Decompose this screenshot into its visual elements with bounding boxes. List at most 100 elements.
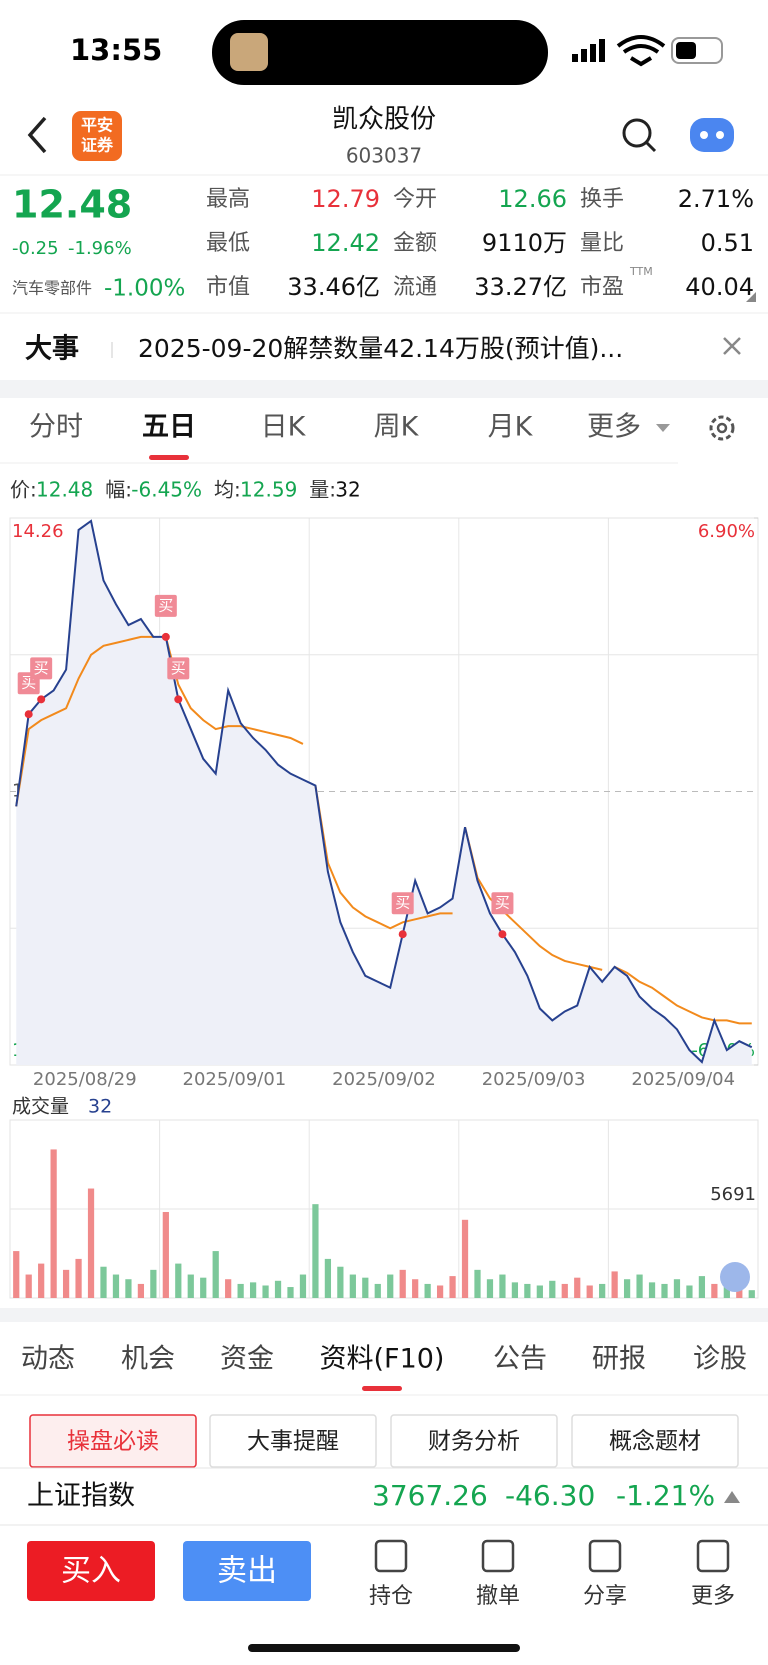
- broker-logo: [72, 111, 122, 161]
- price-area: [16, 520, 752, 1065]
- chart-tab[interactable]: 周K: [374, 412, 420, 443]
- stock-code: 603037: [346, 144, 422, 168]
- index-name: 上证指数: [27, 1481, 135, 1512]
- sub-tab[interactable]: [209, 1414, 377, 1468]
- section-gap: [0, 380, 768, 398]
- album-art: [230, 33, 268, 71]
- volume-bar: [25, 1274, 32, 1298]
- action-label: 更多: [691, 1584, 735, 1609]
- volume-bar: [100, 1266, 107, 1298]
- buy-point: [24, 710, 33, 719]
- last-price: 12.48: [12, 183, 132, 227]
- info-tab[interactable]: 资料(F10): [320, 1344, 445, 1375]
- action-icon[interactable]: [481, 1539, 515, 1573]
- news-label: 大事: [25, 334, 79, 365]
- volume-bar: [711, 1283, 718, 1298]
- buy-label: 买入: [61, 1554, 121, 1589]
- volume-bar: [599, 1283, 606, 1298]
- volume-bar: [374, 1283, 381, 1298]
- field-value: 12.42: [311, 229, 380, 257]
- volume-bar: [200, 1277, 207, 1298]
- info-tabs: 动态 机会 资金 资料(F10) 公告 研报 诊股: [21, 1344, 747, 1391]
- buy-badge: [30, 657, 53, 680]
- signal-icon: [572, 39, 605, 62]
- volume-bar: [212, 1251, 219, 1298]
- volume-bar: [549, 1280, 556, 1298]
- chart-tab[interactable]: 更多: [587, 412, 641, 443]
- volume-bar: [399, 1269, 406, 1298]
- search-button[interactable]: [622, 118, 652, 148]
- buy-button[interactable]: [27, 1541, 155, 1601]
- volume-bar: [237, 1283, 244, 1298]
- chart-tab[interactable]: 分时: [29, 412, 83, 443]
- info-label: 量:: [309, 478, 336, 502]
- back-button[interactable]: [27, 116, 47, 154]
- info-tab[interactable]: 研报: [592, 1344, 646, 1375]
- volume-bar: [50, 1149, 57, 1298]
- chart-tabs: 分时 五日 日K 周K 月K 更多: [29, 412, 641, 460]
- sub-tab-label: 概念题材: [609, 1429, 701, 1455]
- volume-now: 32: [88, 1096, 112, 1118]
- volume-bar: [661, 1283, 668, 1298]
- volume-bar: [299, 1274, 307, 1298]
- action-icon[interactable]: [588, 1539, 622, 1573]
- buy-badge: [167, 657, 190, 680]
- info-tab[interactable]: 动态: [21, 1344, 75, 1375]
- sub-tab[interactable]: [571, 1414, 739, 1468]
- fullscreen-button[interactable]: [720, 1262, 750, 1292]
- volume-bar: [673, 1279, 681, 1298]
- dynamic-island: [212, 20, 548, 85]
- buy-badge: [391, 892, 414, 915]
- field-value: 2.71%: [678, 185, 754, 213]
- sub-tab[interactable]: [29, 1414, 197, 1468]
- volume-bar: [75, 1258, 82, 1298]
- info-tab[interactable]: 机会: [121, 1344, 175, 1375]
- close-news[interactable]: [723, 337, 741, 355]
- volume-bar: [150, 1269, 157, 1298]
- volume-bar: [686, 1285, 693, 1298]
- action-label: 持仓: [369, 1584, 413, 1609]
- avg-line: [614, 965, 752, 1025]
- info-tab[interactable]: 诊股: [693, 1344, 747, 1375]
- index-expand[interactable]: [724, 1491, 740, 1503]
- action-icon[interactable]: [374, 1539, 408, 1573]
- volume-bar: [137, 1283, 145, 1298]
- chart-tab[interactable]: 五日: [142, 412, 196, 443]
- index-change: -46.30: [505, 1479, 595, 1512]
- assistant-button[interactable]: [690, 118, 734, 152]
- stock-name: 凯众股份: [332, 105, 436, 135]
- y-tick-label: 14.26: [12, 521, 64, 542]
- search-handle: [645, 141, 657, 153]
- info-value: 12.48: [36, 478, 93, 502]
- volume-bar: [38, 1263, 45, 1298]
- sector-change: -1.00%: [104, 276, 185, 302]
- x-tick-label: 2025/09/03: [482, 1069, 586, 1090]
- info-tab[interactable]: 公告: [493, 1344, 547, 1375]
- chart: 14.2613.3412.426.90%-6.90%2025/08/292025…: [9, 517, 759, 1299]
- news-text[interactable]: 2025-09-20解禁数量42.14万股(预计值)...: [138, 334, 623, 363]
- info-value: -6.45%: [131, 478, 202, 502]
- action-icon[interactable]: [696, 1539, 730, 1573]
- info-tab[interactable]: 资金: [220, 1344, 274, 1375]
- chart-tab[interactable]: 月K: [488, 412, 534, 443]
- info-value: 12.59: [240, 478, 297, 502]
- field-label: 金额: [393, 231, 437, 256]
- settings-button[interactable]: [709, 415, 735, 441]
- volume-bar: [461, 1219, 469, 1298]
- logo-text: 证券: [81, 136, 114, 155]
- buy-point: [174, 695, 183, 704]
- sub-tabs: 操盘必读 大事提醒 财务分析 概念题材: [29, 1414, 739, 1468]
- volume-bar: [636, 1274, 643, 1298]
- volume-bar: [723, 1287, 730, 1298]
- volume-bar: [287, 1287, 294, 1298]
- chart-tab[interactable]: 日K: [261, 412, 307, 443]
- x-tick-label: 2025/09/01: [183, 1069, 287, 1090]
- price-change-pct: -1.96%: [68, 238, 132, 259]
- volume-bar: [561, 1283, 568, 1298]
- buy-label: 买: [495, 894, 510, 912]
- volume-bar: [162, 1211, 169, 1298]
- sub-tab[interactable]: [390, 1414, 558, 1468]
- buy-badge: [491, 892, 514, 915]
- sell-button[interactable]: [183, 1541, 311, 1601]
